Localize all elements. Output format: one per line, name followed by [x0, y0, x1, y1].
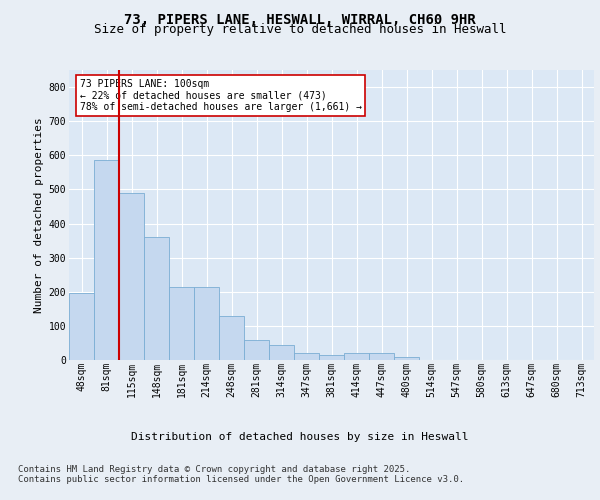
Text: Distribution of detached houses by size in Heswall: Distribution of detached houses by size …: [131, 432, 469, 442]
Bar: [394, 356, 419, 360]
Bar: [119, 193, 144, 360]
Bar: [219, 316, 244, 360]
Y-axis label: Number of detached properties: Number of detached properties: [34, 117, 44, 313]
Bar: [169, 286, 194, 360]
Bar: [269, 344, 294, 360]
Text: Size of property relative to detached houses in Heswall: Size of property relative to detached ho…: [94, 24, 506, 36]
Bar: [194, 286, 219, 360]
Bar: [319, 355, 344, 360]
Bar: [244, 340, 269, 360]
Text: 73, PIPERS LANE, HESWALL, WIRRAL, CH60 9HR: 73, PIPERS LANE, HESWALL, WIRRAL, CH60 9…: [124, 12, 476, 26]
Text: Contains HM Land Registry data © Crown copyright and database right 2025.
Contai: Contains HM Land Registry data © Crown c…: [18, 465, 464, 484]
Bar: [294, 353, 319, 360]
Bar: [344, 353, 369, 360]
Bar: [144, 237, 169, 360]
Text: 73 PIPERS LANE: 100sqm
← 22% of detached houses are smaller (473)
78% of semi-de: 73 PIPERS LANE: 100sqm ← 22% of detached…: [79, 78, 361, 112]
Bar: [69, 294, 94, 360]
Bar: [94, 160, 119, 360]
Bar: [369, 353, 394, 360]
